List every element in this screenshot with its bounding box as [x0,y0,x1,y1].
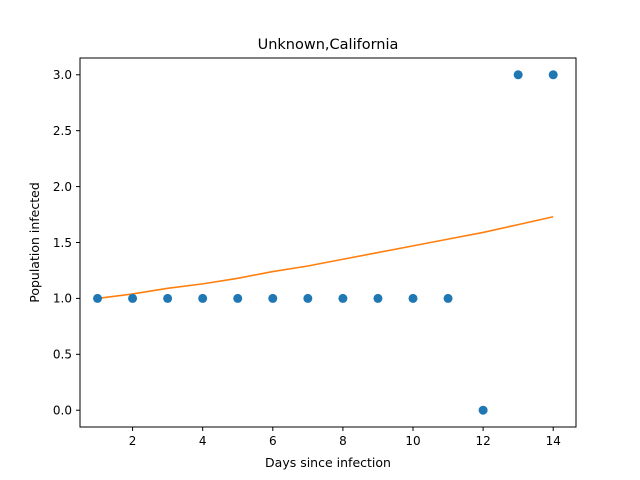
plot-area [93,70,558,415]
y-axis-label: Population infected [27,182,42,303]
x-tick-label: 4 [199,434,207,448]
y-tick-label: 2.5 [53,124,72,138]
x-tick-label: 12 [475,434,490,448]
x-axis-label: Days since infection [265,455,391,470]
data-point [163,293,173,303]
y-tick-label: 1.5 [53,236,72,250]
data-point [443,293,453,303]
y-tick-label: 1.0 [53,292,72,306]
y-tick-label: 0.5 [53,348,72,362]
x-tick-label: 14 [546,434,561,448]
data-point [548,70,558,80]
fit-line [97,215,554,300]
y-axis: 0.0 0.5 1.0 1.5 2.0 2.5 3.0 [53,68,80,418]
data-point [268,293,278,303]
data-point [198,293,208,303]
data-point [128,293,138,303]
data-point [303,293,313,303]
x-tick-label: 6 [269,434,277,448]
data-point [408,293,418,303]
y-tick-label: 3.0 [53,68,72,82]
y-tick-label: 2.0 [53,180,72,194]
x-tick-label: 8 [339,434,347,448]
data-point [478,405,488,415]
data-point [233,293,243,303]
data-point [93,293,103,303]
y-tick-label: 0.0 [53,404,72,418]
data-point [513,70,523,80]
chart-title: Unknown,California [258,37,399,53]
x-axis: 2 4 6 8 10 12 14 [129,427,561,448]
x-tick-label: 10 [405,434,420,448]
data-point [373,293,383,303]
data-point [338,293,348,303]
x-tick-label: 2 [129,434,137,448]
